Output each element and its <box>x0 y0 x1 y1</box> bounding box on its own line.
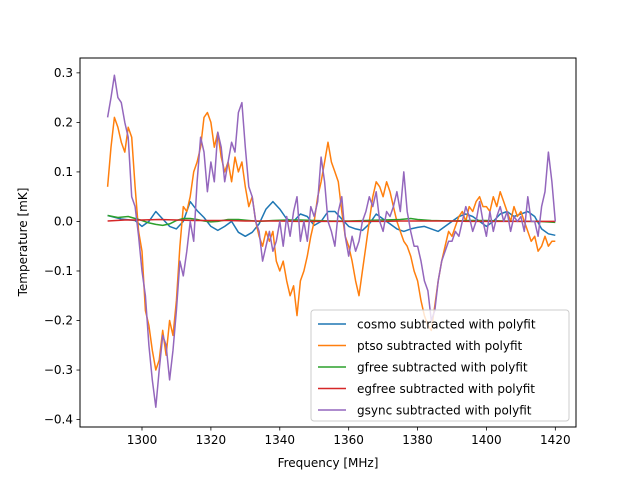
legend-label: gfree subtracted with polyfit <box>357 361 528 375</box>
x-tick-label: 1360 <box>333 433 364 447</box>
y-tick-label: 0.2 <box>54 115 73 129</box>
series-layer <box>106 74 557 408</box>
y-tick-label: 0.0 <box>54 214 73 228</box>
y-tick-label: 0.3 <box>54 66 73 80</box>
x-axis-label: Frequency [MHz] <box>278 456 379 470</box>
legend-label: egfree subtracted with polyfit <box>357 382 535 396</box>
x-tick-label: 1420 <box>540 433 571 447</box>
x-tick-label: 1400 <box>471 433 502 447</box>
y-tick-label: −0.2 <box>44 314 73 328</box>
legend: cosmo subtracted with polyfit ptso subtra… <box>310 309 570 422</box>
series-line-3 <box>107 218 556 223</box>
y-tick-label: 0.1 <box>54 165 73 179</box>
y-axis: −0.4 −0.3 −0.2 −0.1 0.0 0.1 0.2 0.3 <box>44 66 80 427</box>
x-axis: 1300 1320 1340 1360 1380 1400 1420 <box>127 427 571 447</box>
legend-label: ptso subtracted with polyfit <box>357 339 523 353</box>
x-tick-label: 1320 <box>196 433 227 447</box>
legend-label: gsync subtracted with polyfit <box>357 404 532 418</box>
legend-box <box>310 309 570 422</box>
y-tick-label: −0.1 <box>44 264 73 278</box>
y-axis-label: Temperature [mK] <box>16 188 30 298</box>
x-tick-label: 1300 <box>127 433 158 447</box>
series-line-4 <box>106 74 557 408</box>
y-tick-label: −0.3 <box>44 363 73 377</box>
x-tick-label: 1340 <box>265 433 296 447</box>
legend-label: cosmo subtracted with polyfit <box>357 318 536 332</box>
plot-frame <box>79 57 577 428</box>
y-tick-label: −0.4 <box>44 413 73 427</box>
x-tick-label: 1380 <box>402 433 433 447</box>
